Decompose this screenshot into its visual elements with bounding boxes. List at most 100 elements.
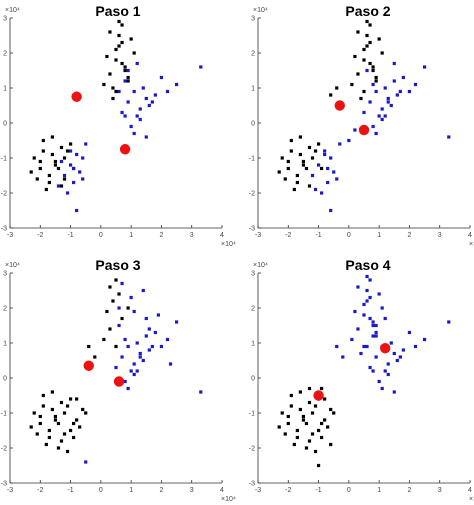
cluster-2-point [326, 180, 330, 185]
cluster-2-point [117, 323, 121, 328]
cluster-1-point [332, 411, 336, 415]
cluster-1-point [286, 166, 290, 171]
cluster-1-point [377, 37, 381, 41]
cluster-1-point [301, 163, 306, 167]
x-tick-label: -2 [37, 487, 43, 494]
cluster-1-point [29, 425, 33, 429]
cluster-1-point [41, 149, 45, 153]
cluster-1-point [356, 30, 360, 34]
y-tick-label: 0 [3, 121, 7, 128]
cluster-2-point [422, 65, 427, 69]
y-tick-label: 2 [3, 306, 7, 313]
x-tick-label: 2 [159, 487, 163, 494]
cluster-2-point [329, 208, 333, 213]
y-axis-multiplier: ×10⁴ [253, 262, 268, 269]
cluster-2-point [365, 344, 369, 349]
x-tick-label: -3 [255, 232, 261, 239]
y-tick-label: -2 [249, 191, 255, 198]
cluster-2-point [365, 288, 369, 293]
cluster-2-point [81, 177, 85, 181]
cluster-2-point [371, 334, 375, 338]
cluster-2-point [68, 149, 73, 153]
cluster-2-point [65, 191, 70, 195]
cluster-2-point [81, 156, 85, 160]
cluster-1-point [298, 390, 302, 394]
cluster-1-point [365, 19, 369, 24]
cluster-1-point [310, 156, 315, 160]
y-tick-label: 2 [3, 51, 7, 58]
x-tick-label: 4 [220, 232, 224, 239]
x-tick-label: 2 [159, 232, 163, 239]
cluster-1-point [283, 432, 287, 436]
cluster-1-point [283, 177, 287, 181]
cluster-2-point [371, 124, 375, 129]
y-tick-label: 2 [251, 51, 255, 58]
x-axis-multiplier: ×10⁴ [221, 241, 236, 248]
cluster-1-point [68, 397, 73, 401]
cluster-2-point [368, 365, 372, 370]
x-tick-label: -3 [7, 232, 13, 239]
cluster-2-point [72, 180, 76, 185]
y-tick-label: 0 [3, 376, 7, 383]
x-tick-label: -3 [255, 487, 261, 494]
cluster-1-point [68, 428, 73, 433]
cluster-2-point [144, 334, 148, 338]
cluster-2-point [313, 187, 318, 192]
x-tick-label: -2 [37, 232, 43, 239]
cluster-2-point [368, 278, 372, 282]
cluster-1-point [313, 404, 318, 408]
cluster-2-point [356, 327, 360, 331]
cluster-2-point [141, 288, 145, 293]
cluster-1-point [56, 446, 61, 450]
centroid-marker [358, 124, 370, 136]
cluster-1-point [289, 138, 293, 143]
y-tick-label: 1 [251, 86, 255, 93]
cluster-1-point [59, 439, 64, 443]
cluster-2-point [380, 386, 384, 391]
cluster-1-point [47, 173, 51, 178]
centroid-marker [380, 343, 391, 354]
cluster-1-point [38, 159, 42, 164]
cluster-1-point [111, 86, 115, 90]
cluster-2-point [335, 177, 339, 181]
cluster-2-point [392, 61, 396, 66]
y-tick-label: 3 [3, 16, 7, 23]
cluster-2-point [147, 348, 151, 352]
cluster-2-point [365, 68, 369, 73]
cluster-1-point [310, 432, 315, 436]
cluster-2-point [380, 306, 384, 310]
cluster-1-point [280, 411, 284, 415]
cluster-1-point [105, 54, 109, 59]
cluster-2-point [165, 337, 170, 342]
cluster-2-point [383, 316, 387, 321]
cluster-1-point [108, 285, 112, 289]
cluster-1-point [374, 75, 378, 80]
cluster-1-point [277, 425, 281, 429]
x-tick-label: 4 [468, 487, 472, 494]
cluster-2-point [362, 313, 366, 317]
cluster-1-point [295, 180, 299, 185]
cluster-1-point [320, 166, 324, 171]
x-tick-label: 1 [377, 232, 381, 239]
cluster-1-point [35, 177, 39, 181]
cluster-1-point [47, 428, 51, 433]
cluster-1-point [65, 404, 70, 408]
cluster-1-point [132, 51, 136, 55]
cluster-1-point [53, 163, 58, 167]
cluster-2-point [84, 460, 88, 464]
y-tick-label: 3 [251, 271, 255, 278]
chart-panel-4: Paso 4 -3 -2 -1 0 1 2 3 4 -3 -2 -1 0 1 2 3 ×10⁴ ×10⁴ [249, 257, 474, 503]
cluster-2-point [377, 379, 381, 384]
cluster-1-point [32, 411, 36, 415]
cluster-1-point [301, 159, 306, 164]
cluster-1-point [286, 414, 290, 419]
cluster-2-point [120, 110, 124, 115]
cluster-2-point [168, 362, 173, 366]
x-tick-label: 4 [220, 487, 224, 494]
cluster-2-point [75, 208, 79, 213]
cluster-2-point [413, 344, 418, 349]
cluster-2-point [126, 100, 130, 104]
cluster-2-point [392, 390, 396, 394]
centroid-marker [334, 100, 345, 111]
cluster-2-point [371, 82, 375, 87]
